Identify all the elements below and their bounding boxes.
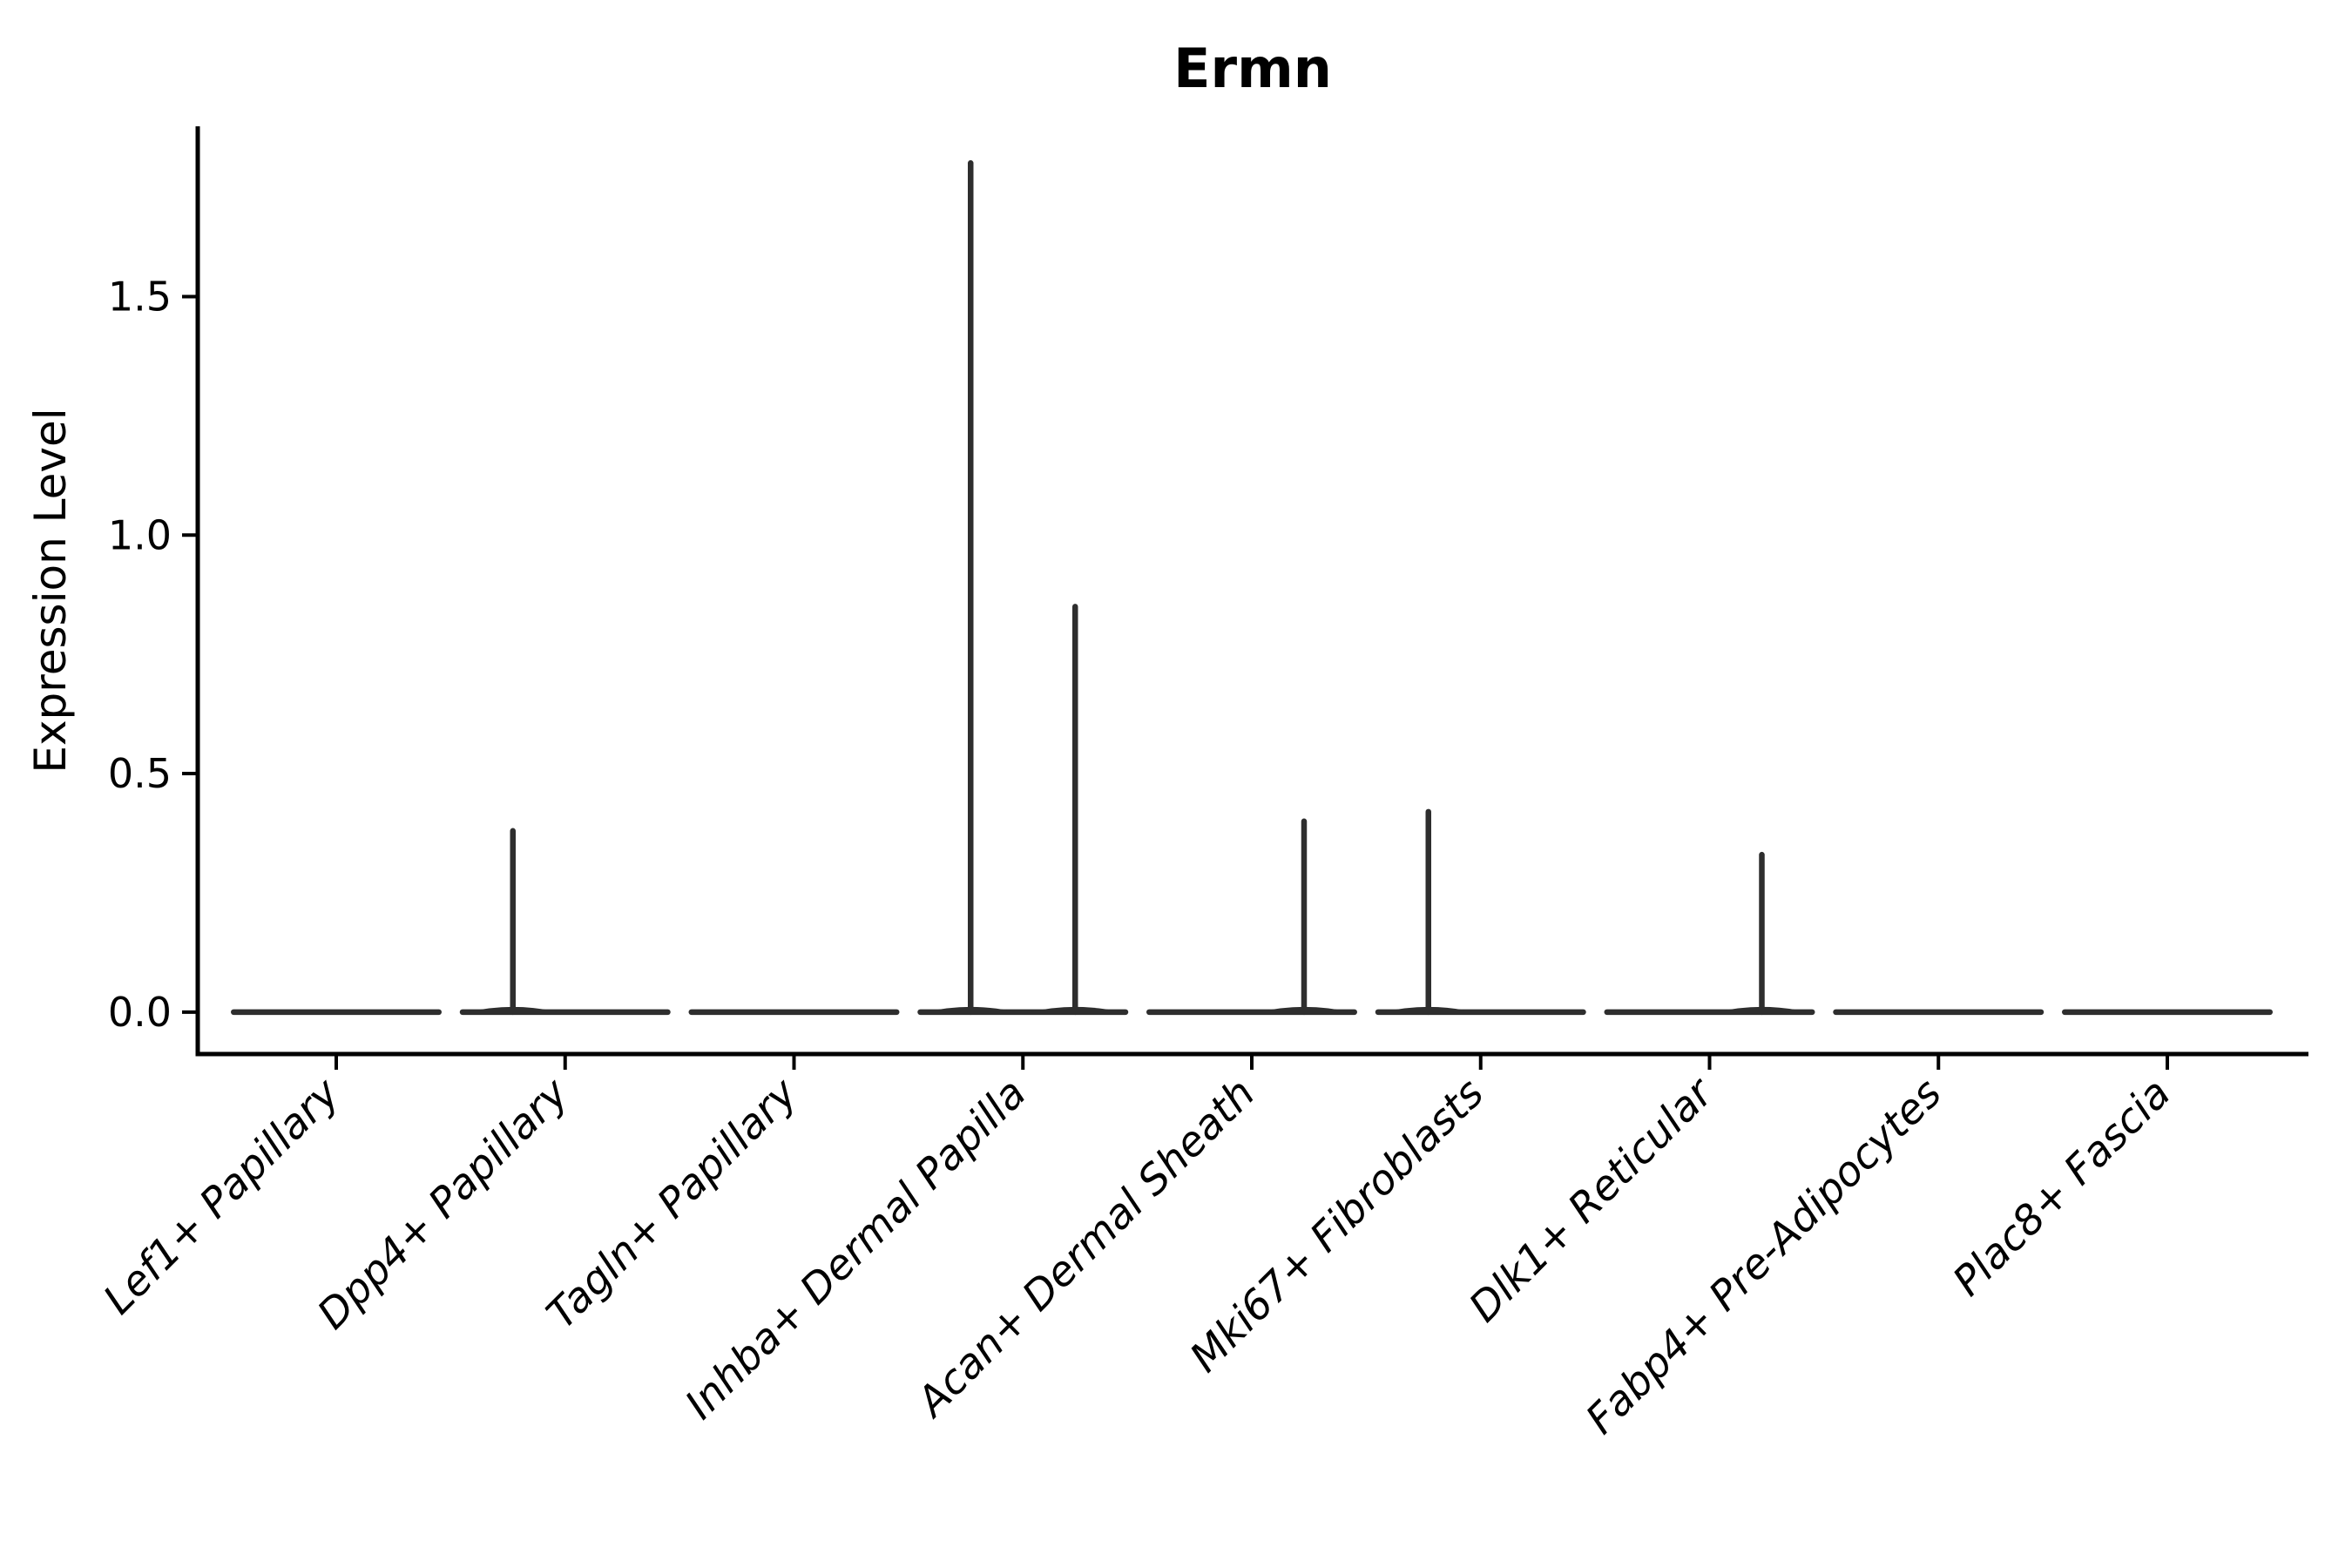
y-tick-label: 0.5 bbox=[108, 750, 172, 797]
violin bbox=[688, 1009, 900, 1016]
violin bbox=[459, 828, 671, 1016]
y-tick-label: 0.0 bbox=[108, 989, 172, 1036]
y-tick-label: 1.5 bbox=[108, 273, 172, 320]
violin bbox=[1604, 851, 1815, 1016]
violin-body bbox=[688, 1009, 900, 1016]
y-axis-label: Expression Level bbox=[25, 408, 76, 773]
violins-layer bbox=[231, 159, 2273, 1016]
violin bbox=[231, 1009, 442, 1016]
violin-body bbox=[231, 1009, 442, 1016]
x-category-label: Plac8+ Fascia bbox=[1943, 1070, 2180, 1306]
x-category-label: Dlk1+ Reticular bbox=[1460, 1068, 1724, 1332]
x-category-label: Dpp4+ Papillary bbox=[308, 1069, 578, 1339]
x-category-label: Lef1+ Papillary bbox=[94, 1069, 349, 1324]
violin bbox=[2062, 1009, 2273, 1016]
violin-body bbox=[2062, 1009, 2273, 1016]
violin bbox=[1146, 818, 1357, 1016]
violin bbox=[1375, 808, 1586, 1016]
violin bbox=[1833, 1009, 2044, 1016]
violin-body bbox=[1833, 1009, 2044, 1016]
chart-title: Ermn bbox=[1173, 37, 1332, 100]
violin bbox=[917, 159, 1129, 1016]
y-ticks-layer: 0.0 0.5 1.0 1.5 bbox=[108, 273, 198, 1036]
y-tick-label: 1.0 bbox=[108, 511, 172, 558]
x-category-label: Tagln+ Papillary bbox=[537, 1069, 808, 1339]
